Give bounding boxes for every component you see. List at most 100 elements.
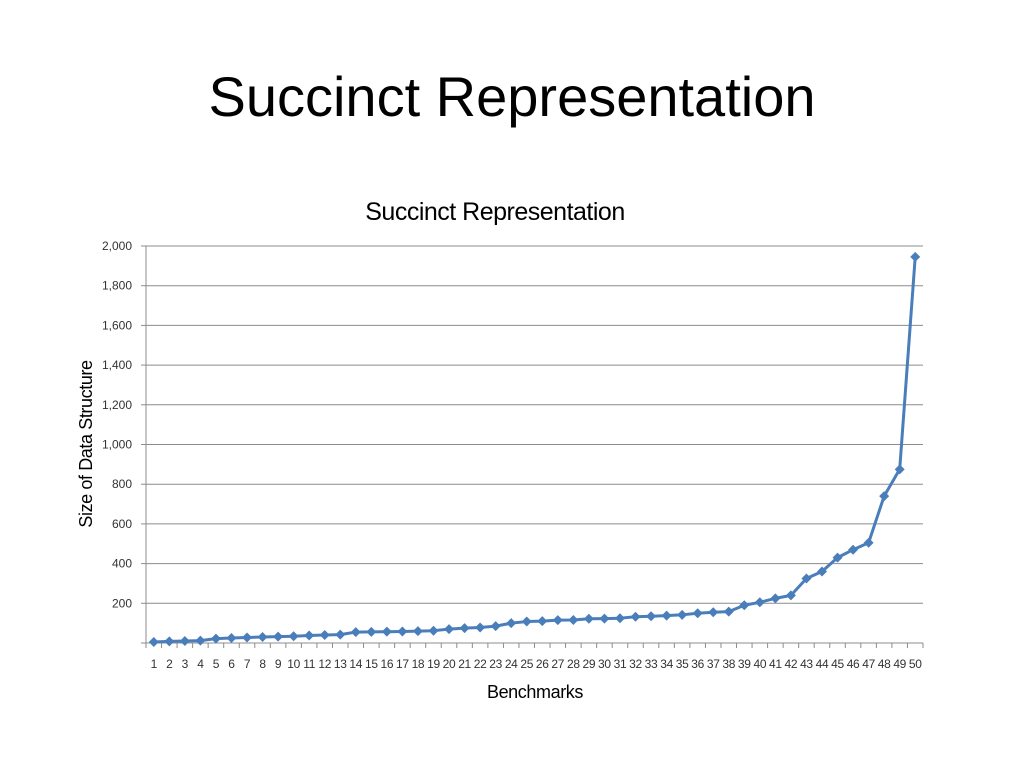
data-point [614, 613, 625, 624]
x-tick-label: 35 [676, 657, 689, 671]
data-point [692, 608, 703, 619]
y-tick-label: 800 [112, 477, 132, 491]
x-tick-label: 23 [489, 657, 502, 671]
data-point [661, 610, 672, 621]
data-point [708, 607, 719, 618]
data-point [801, 573, 812, 584]
x-tick-label: 29 [583, 657, 596, 671]
y-tick-label: 1,400 [102, 358, 132, 372]
data-point [832, 552, 843, 563]
data-point [910, 251, 921, 262]
data-point [863, 537, 874, 548]
y-tick-label: 1,800 [102, 279, 132, 293]
data-point [848, 544, 859, 555]
x-tick-label: 19 [427, 657, 440, 671]
data-point [444, 624, 455, 635]
x-tick-label: 39 [738, 657, 751, 671]
data-point [521, 616, 532, 627]
x-tick-label: 26 [536, 657, 549, 671]
data-point [785, 590, 796, 601]
data-point [179, 636, 190, 647]
x-tick-label: 42 [785, 657, 798, 671]
x-tick-label: 36 [691, 657, 704, 671]
x-tick-label: 48 [878, 657, 891, 671]
x-tick-label: 34 [660, 657, 673, 671]
x-tick-label: 45 [831, 657, 844, 671]
x-tick-label: 8 [259, 657, 266, 671]
series-line [153, 256, 917, 644]
x-tick-label: 9 [275, 657, 282, 671]
y-axis-ticks: 200 400 600 800 1,000 1,200 1,400 1,600 1,800 2,0… [102, 239, 146, 644]
x-tick-label: 21 [458, 657, 471, 671]
x-tick-label: 31 [614, 657, 627, 671]
data-point [552, 615, 563, 626]
data-point [490, 621, 501, 632]
data-point [630, 611, 641, 622]
data-point [195, 635, 206, 646]
x-tick-label: 46 [847, 657, 860, 671]
slide-title: Succinct Representation [208, 65, 816, 128]
data-point [646, 611, 657, 622]
y-axis-label: Size of Data Structure [76, 360, 96, 528]
x-tick-label: 41 [769, 657, 782, 671]
data-point [879, 491, 890, 502]
x-tick-label: 14 [349, 657, 362, 671]
x-tick-label: 20 [443, 657, 456, 671]
data-point [350, 627, 361, 638]
data-point [210, 633, 221, 644]
x-tick-label: 6 [228, 657, 235, 671]
y-tick-label: 600 [112, 517, 132, 531]
series-group [148, 251, 921, 648]
data-point [599, 613, 610, 624]
y-tick-label: 1,200 [102, 398, 132, 412]
data-point [381, 626, 392, 637]
data-point [475, 622, 486, 633]
data-point [304, 630, 315, 641]
data-point [723, 606, 734, 617]
x-tick-label: 11 [303, 657, 315, 671]
chart-title: Succinct Representation [365, 198, 624, 226]
data-point [226, 633, 237, 644]
y-tick-label: 2,000 [102, 239, 132, 253]
data-point [148, 637, 159, 648]
data-point [894, 464, 905, 475]
x-tick-label: 33 [645, 657, 658, 671]
x-tick-label: 37 [707, 657, 720, 671]
x-tick-label: 18 [412, 657, 425, 671]
data-point [273, 631, 284, 642]
y-tick-label: 400 [112, 557, 132, 571]
x-tick-label: 15 [365, 657, 378, 671]
data-point [242, 632, 253, 643]
data-point [164, 636, 175, 647]
x-tick-label: 38 [722, 657, 735, 671]
data-point [677, 609, 688, 620]
x-tick-label: 10 [287, 657, 300, 671]
x-tick-label: 43 [800, 657, 813, 671]
x-tick-label: 30 [598, 657, 611, 671]
x-tick-label: 4 [197, 657, 204, 671]
data-point [754, 597, 765, 608]
data-point [459, 623, 470, 634]
data-point [319, 630, 330, 641]
x-tick-label: 17 [396, 657, 409, 671]
data-point [366, 626, 377, 637]
x-tick-label: 2 [166, 657, 173, 671]
y-tick-label: 1,600 [102, 318, 132, 332]
x-axis-label: Benchmarks [487, 682, 583, 702]
x-tick-label: 25 [520, 657, 533, 671]
gridlines [146, 245, 923, 604]
data-point [257, 632, 268, 643]
data-point [568, 614, 579, 625]
x-tick-label: 28 [567, 657, 580, 671]
data-point [739, 600, 750, 611]
data-point [537, 616, 548, 627]
x-tick-label: 44 [816, 657, 829, 671]
x-tick-label: 27 [551, 657, 564, 671]
data-point [428, 625, 439, 636]
x-tick-label: 24 [505, 657, 518, 671]
x-tick-label: 22 [474, 657, 487, 671]
data-point [335, 629, 346, 640]
data-point [412, 626, 423, 637]
x-axis-ticks: 1 2 3 4 5 6 7 8 9 10 11 12 13 14 15 16 17 18 19 20 21 22 23 24 2… [145, 643, 924, 671]
